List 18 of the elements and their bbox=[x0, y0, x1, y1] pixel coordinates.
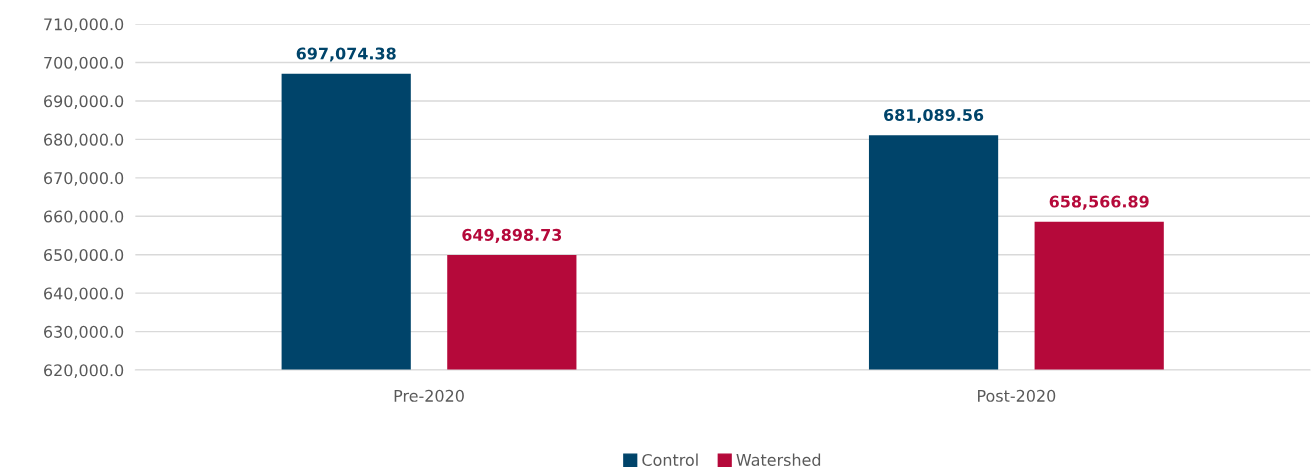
y-tick-label: 640,000.0 bbox=[44, 287, 124, 302]
y-tick-label: 690,000.0 bbox=[44, 95, 124, 109]
data-label: 697,074.38 bbox=[296, 47, 396, 62]
y-tick-label: 710,000.0 bbox=[44, 18, 124, 32]
x-tick-label: Post-2020 bbox=[978, 389, 1056, 402]
y-tick-label: 670,000.0 bbox=[44, 172, 124, 186]
x-tick-label: Pre-2020 bbox=[394, 389, 464, 402]
y-tick-label: 700,000.0 bbox=[44, 56, 124, 71]
data-label: 658,566.89 bbox=[1049, 195, 1149, 210]
y-tick-label: 660,000.0 bbox=[44, 210, 124, 225]
legend-label: Control bbox=[642, 453, 698, 466]
y-tick-label: 680,000.0 bbox=[44, 133, 124, 148]
data-label: 649,898.73 bbox=[462, 228, 562, 243]
legend-label: Watershed bbox=[736, 453, 821, 466]
y-tick-label: 650,000.0 bbox=[44, 248, 124, 263]
data-label: 681,089.56 bbox=[884, 108, 984, 124]
y-tick-label: 620,000.0 bbox=[44, 364, 124, 378]
y-tick-label: 630,000.0 bbox=[44, 325, 124, 340]
